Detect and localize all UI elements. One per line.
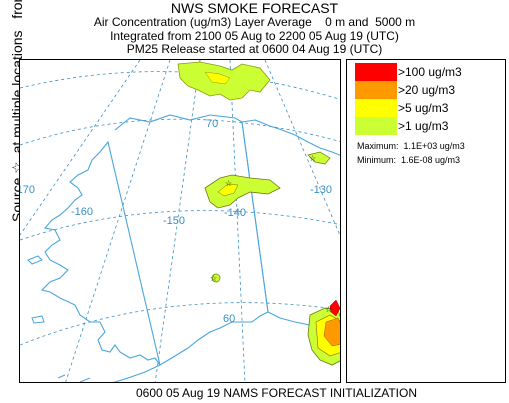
lon-label-150: -150	[163, 215, 185, 227]
legend-item: >5 ug/m3	[355, 99, 505, 117]
legend-swatch-20	[355, 81, 397, 99]
source-marker: ☆	[225, 179, 232, 188]
forecast-initialization: 0600 05 Aug 19 NAMS FORECAST INITIALIZAT…	[136, 386, 417, 400]
maximum-value: Maximum: 1.1E+03 ug/m3	[357, 141, 465, 151]
chart-title: NWS SMOKE FORECAST	[170, 0, 339, 16]
smoke-plume-southeast-high	[323, 317, 340, 347]
integration-period: Integrated from 2100 05 Aug to 2200 05 A…	[110, 29, 399, 43]
source-marker: ☆	[210, 274, 217, 283]
legend-swatch-5	[355, 99, 397, 117]
lon-label-140: -140	[224, 207, 246, 219]
legend-item: >20 ug/m3	[355, 81, 505, 99]
smoke-map: ☆ ☆ ☆ ☆ -170 -160 -150 -140 -130 70 60	[19, 59, 341, 383]
latitude-line-65	[20, 210, 340, 241]
aleutian-islands	[57, 374, 115, 382]
legend-label: >20 ug/m3	[398, 83, 456, 97]
smoke-plume-canada	[307, 151, 331, 165]
source-marker: ☆	[309, 154, 316, 163]
latitude-line-75	[20, 71, 340, 100]
longitude-line-130	[264, 60, 340, 237]
smoke-plume-yukon	[204, 174, 281, 209]
minimum-value: Minimum: 1.6E-08 ug/m3	[357, 155, 461, 165]
longitude-line-160	[65, 60, 171, 382]
legend-swatch-100	[355, 63, 397, 81]
legend-swatch-1	[355, 117, 397, 135]
lon-label-160: -160	[71, 206, 93, 218]
smoke-plume-kenai	[211, 273, 221, 283]
bering-islands	[27, 255, 45, 324]
lon-label-130: -130	[310, 184, 332, 196]
legend-label: >100 ug/m3	[398, 65, 462, 79]
smoke-plume-yukon-inner	[217, 183, 239, 197]
alaska-coastline	[40, 114, 339, 382]
longitude-line-150	[154, 60, 201, 382]
source-marker: ☆	[325, 305, 332, 314]
concentration-subtitle: Air Concentration (ug/m3) Layer Average …	[93, 15, 416, 29]
smoke-plume-arctic-inner	[204, 71, 231, 85]
legend-item: >1 ug/m3	[355, 117, 505, 135]
legend-item: >100 ug/m3	[355, 63, 505, 81]
latitude-line-70	[20, 118, 340, 146]
smoke-plume-southeast-core	[329, 299, 340, 317]
lat-label-70: 70	[206, 118, 218, 130]
alaska-canada-boundary	[241, 121, 269, 313]
legend: >100 ug/m3 >20 ug/m3 >5 ug/m3 >1 ug/m3 M…	[346, 59, 506, 383]
canada-arctic-coast	[241, 119, 340, 156]
legend-label: >1 ug/m3	[398, 119, 449, 133]
lon-label-170: -170	[20, 184, 35, 196]
latitude-line-60	[20, 302, 340, 346]
longitude-line-140	[229, 60, 246, 382]
longitude-line-170	[20, 60, 141, 236]
legend-label: >5 ug/m3	[398, 101, 449, 115]
map-canvas: ☆ ☆ ☆ ☆ -170 -160 -150 -140 -130 70 60	[20, 60, 340, 382]
release-info: PM25 Release started at 0600 04 Aug 19 (…	[126, 42, 383, 56]
lat-label-60: 60	[223, 313, 235, 325]
